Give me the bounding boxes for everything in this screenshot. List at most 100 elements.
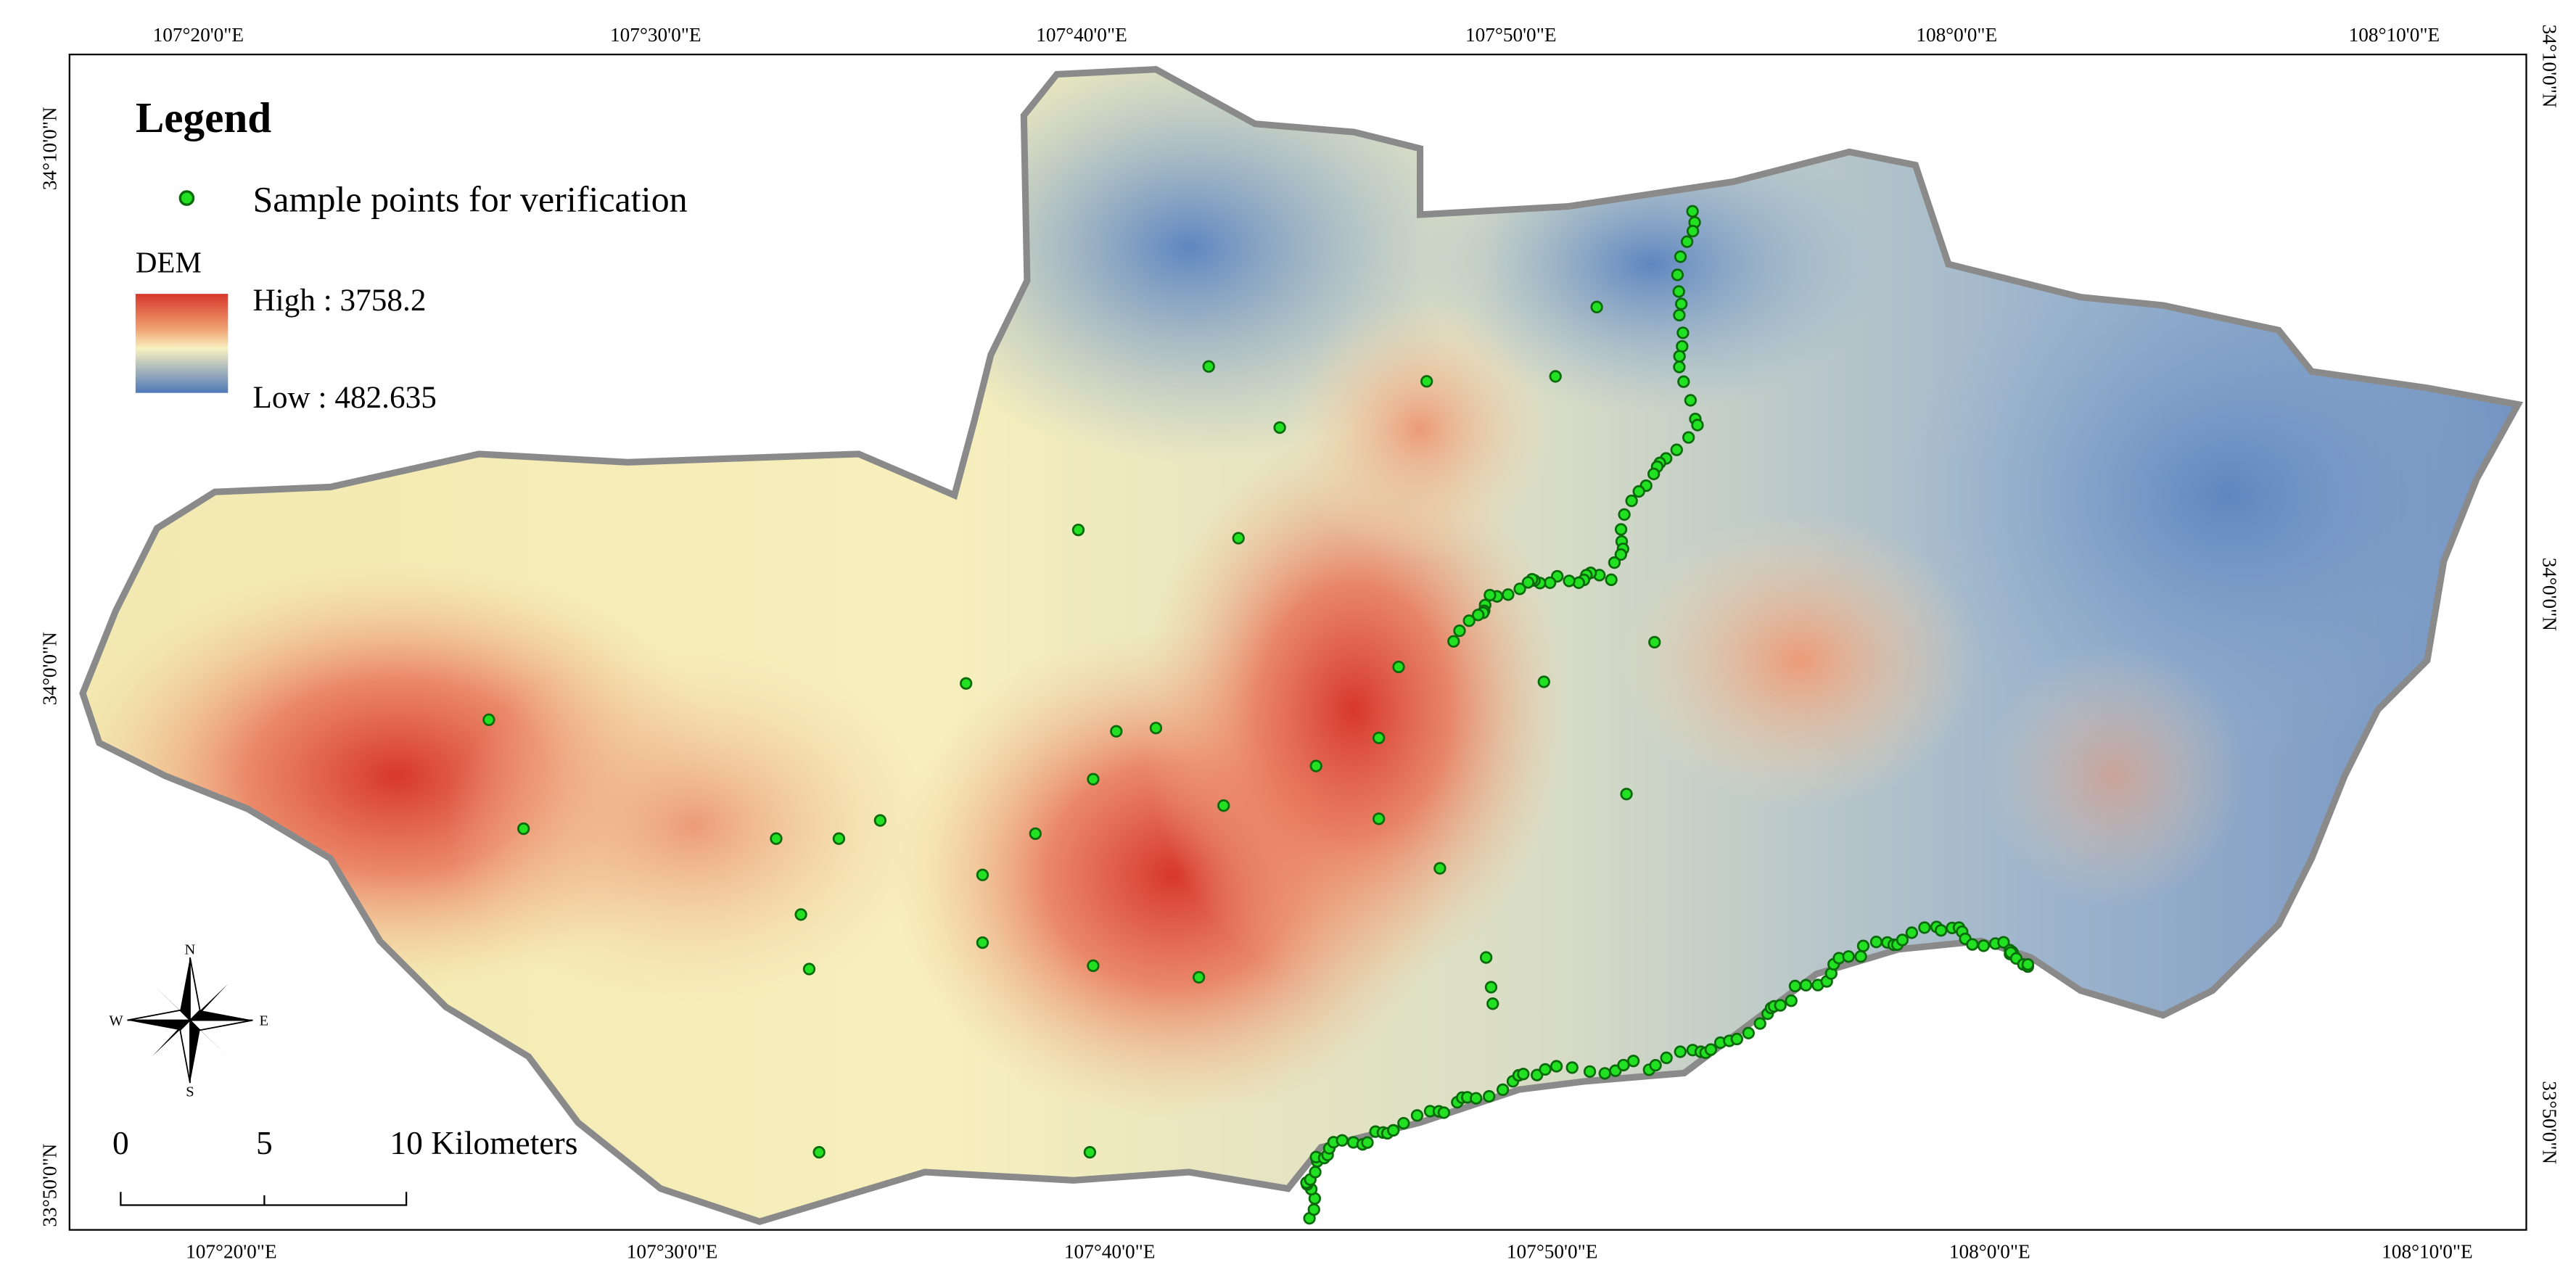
sample-points (482, 205, 2035, 1225)
graticule-label: 107°30'0"E (627, 1240, 718, 1262)
sample-point (1397, 1116, 1410, 1130)
north-label: N (185, 942, 196, 958)
south-label: S (186, 1084, 194, 1100)
sample-point (794, 908, 807, 921)
sample-point (1550, 1060, 1563, 1073)
legend-dem-title: DEM (136, 246, 202, 279)
sample-point (1677, 375, 1690, 388)
sample-point (1842, 950, 1855, 963)
graticule-label: 107°40'0"E (1064, 1240, 1156, 1262)
sample-point (2021, 957, 2035, 971)
sample-point (1361, 1136, 1374, 1149)
sample-point (1232, 532, 1245, 545)
sample-point (1774, 999, 1787, 1012)
graticule-label: 108°10'0"E (2349, 24, 2440, 46)
legend-high-label: High : 3758.2 (252, 283, 426, 318)
sample-point (1854, 950, 1867, 963)
sample-point (1674, 297, 1688, 310)
sample-point (1672, 285, 1685, 298)
sample-point (1517, 1068, 1530, 1081)
east-label: E (260, 1013, 269, 1029)
sample-point (1373, 731, 1386, 745)
sample-point (1742, 1026, 1755, 1039)
sample-point (1673, 350, 1686, 363)
sample-point (1618, 508, 1631, 522)
sample-point (1608, 556, 1621, 569)
sample-point (1918, 921, 1931, 934)
sample-point (1905, 926, 1919, 939)
sample-point (1647, 467, 1661, 481)
sample-point (1531, 1068, 1544, 1081)
sample-point (1336, 1134, 1349, 1147)
sample-point (1753, 1017, 1766, 1030)
sample-point (1549, 370, 1562, 383)
sample-point (1799, 978, 1813, 992)
sample-point (1149, 722, 1163, 735)
sample-point (1373, 812, 1386, 825)
sample-point (1484, 588, 1497, 602)
graticule-label: 107°50'0"E (1465, 24, 1557, 46)
legend-point-symbol (178, 190, 195, 206)
sample-point (482, 713, 495, 726)
sample-point (1496, 1083, 1510, 1097)
sample-point (1309, 759, 1322, 772)
sample-point (976, 868, 989, 881)
sample-point (1676, 339, 1689, 353)
sample-point (1462, 614, 1476, 627)
sample-point (1620, 788, 1633, 801)
sample-point (1410, 1109, 1424, 1122)
sample-point (1682, 431, 1695, 444)
sample-point (1935, 924, 1948, 937)
sample-point (1202, 360, 1215, 373)
sample-point (1447, 635, 1460, 648)
sample-point (1217, 799, 1230, 812)
sample-point (1590, 300, 1603, 313)
sample-point (1671, 268, 1684, 281)
sample-point (1649, 1059, 1662, 1072)
scale-label: 10 Kilometers (390, 1124, 577, 1161)
sample-point (1502, 588, 1515, 601)
sample-point (1997, 936, 2010, 949)
sample-point (1309, 1166, 1322, 1179)
sample-point (1660, 1051, 1673, 1065)
sample-point (1387, 1124, 1400, 1137)
graticule-label: 34°10'0"N (39, 107, 61, 190)
sample-point (1856, 939, 1870, 952)
sample-point (1684, 394, 1698, 407)
graticule-label: 108°10'0"E (2382, 1240, 2473, 1262)
sample-point (1680, 235, 1694, 248)
sample-point (1521, 576, 1535, 589)
legend-color-ramp (135, 294, 229, 393)
sample-point (1686, 205, 1699, 218)
sample-point (1632, 485, 1645, 498)
sample-point (1087, 959, 1100, 973)
sample-point (1785, 994, 1798, 1007)
graticule-label: 34°10'0"N (2538, 25, 2560, 108)
sample-point (1598, 1067, 1611, 1080)
sample-point (1470, 1092, 1483, 1105)
scale-label: 5 (256, 1124, 273, 1161)
scale-label: 0 (112, 1124, 129, 1161)
sample-point (1626, 1055, 1640, 1068)
sample-point (1565, 1061, 1579, 1074)
sample-point (1513, 582, 1526, 595)
sample-point (1486, 997, 1499, 1010)
sample-point (802, 963, 816, 976)
sample-point (1977, 939, 1991, 952)
sample-point (1483, 1089, 1496, 1103)
sample-point (1674, 250, 1687, 263)
sample-point (1071, 523, 1085, 537)
sample-point (1087, 772, 1100, 786)
sample-point (1437, 1106, 1451, 1119)
sample-point (1544, 576, 1557, 590)
sample-point (1676, 326, 1690, 339)
sample-point (1614, 548, 1627, 561)
graticule-label: 108°0'0"E (1916, 24, 1997, 46)
sample-point (1648, 635, 1661, 649)
sample-point (1537, 675, 1550, 688)
graticule-labels: 107°20'0"E 107°30'0"E 107°40'0"E 107°50'0"E… (39, 24, 2561, 1262)
sample-point (1605, 573, 1618, 586)
sample-point (1472, 609, 1485, 622)
sample-point (1110, 725, 1123, 738)
